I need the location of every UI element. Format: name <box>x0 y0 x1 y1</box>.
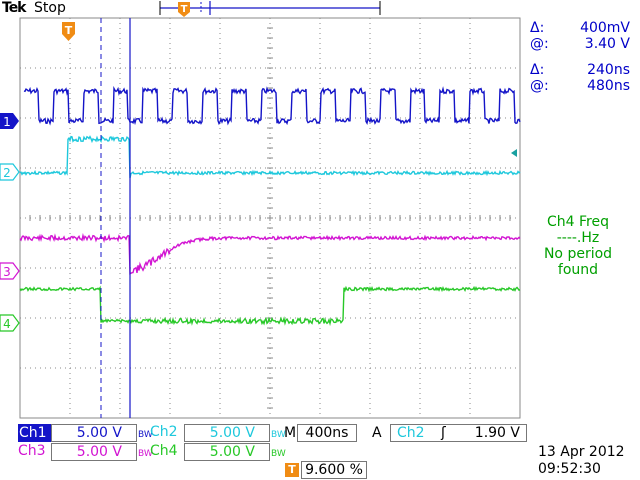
at-v-value: 3.40 V <box>584 36 630 52</box>
ch2-scale[interactable]: 5.00 V <box>184 424 270 442</box>
ch4-ground-marker: 4 <box>0 314 20 332</box>
at-v-symbol: @: <box>530 36 549 52</box>
ch2-label[interactable]: Ch2 <box>150 424 178 440</box>
ch1-waveform <box>23 85 521 126</box>
record-view-bar <box>159 1 381 15</box>
delta-t-symbol: Δ: <box>530 62 545 78</box>
svg-text:4: 4 <box>3 317 11 331</box>
timebase-label: M <box>284 425 297 441</box>
ch3-scale[interactable]: 5.00 V <box>51 443 137 461</box>
svg-text:2: 2 <box>3 166 11 180</box>
ch4-scale[interactable]: 5.00 V <box>184 443 270 461</box>
run-state: Stop <box>34 0 66 16</box>
delta-t-value: 240ns <box>587 62 630 78</box>
svg-text:T: T <box>65 24 73 37</box>
timebase-value[interactable]: 400ns <box>297 424 357 442</box>
svg-text:3: 3 <box>3 265 11 279</box>
trigger-slope-icon: ʃ <box>441 425 446 441</box>
svg-text:T: T <box>181 4 188 15</box>
measurement-title: Ch4 Freq <box>547 214 609 230</box>
trigger-position-marker-icon: T <box>285 463 299 477</box>
trigger-level: 1.90 V <box>474 425 520 441</box>
ch1-bw-badge: BW <box>138 430 153 440</box>
measurement-status-2: found <box>557 262 599 278</box>
ch1-ground-marker: 1 <box>0 113 19 129</box>
trigger-position-value[interactable]: 9.600 % <box>301 461 367 479</box>
ch1-scale[interactable]: 5.00 V <box>51 424 137 442</box>
svg-text:1: 1 <box>3 115 11 129</box>
delta-v-symbol: Δ: <box>530 20 545 36</box>
ch4-label[interactable]: Ch4 <box>150 443 178 459</box>
measurement-status-1: No period <box>543 246 613 262</box>
delta-v-value: 400mV <box>580 20 630 36</box>
ch3-label[interactable]: Ch3 <box>18 443 46 459</box>
measurement-value: ----.Hz <box>556 230 600 246</box>
ch3-bw-badge: BW <box>138 449 153 459</box>
trigger-position-top-icon: T <box>178 2 190 17</box>
trigger-level-icon <box>511 149 517 157</box>
ch4-bw-badge: BW <box>271 449 286 459</box>
trigger-readout[interactable]: Ch2 ʃ 1.90 V <box>390 424 527 442</box>
at-t-value: 480ns <box>587 78 630 94</box>
date: 13 Apr 2012 <box>538 444 625 460</box>
cursor-readout: Δ: 400mV @: 3.40 V Δ: 240ns @: 480ns <box>530 20 630 94</box>
trigger-position-icon: T <box>62 22 75 41</box>
ch1-label[interactable]: Ch1 <box>18 424 51 442</box>
ch3-ground-marker: 3 <box>0 262 20 280</box>
at-t-symbol: @: <box>530 78 549 94</box>
time: 09:52:30 <box>538 461 601 477</box>
ch2-waveform <box>19 135 521 179</box>
frequency-measurement: Ch4 Freq ----.Hz No period found <box>526 214 630 278</box>
trigger-source: Ch2 <box>397 425 425 441</box>
ch2-ground-marker: 2 <box>0 163 20 181</box>
brand-logo: Tek <box>2 0 26 16</box>
ch3-waveform <box>19 232 521 275</box>
trigger-mode: A <box>372 425 382 441</box>
graticule <box>19 17 521 419</box>
ch4-waveform <box>19 285 521 327</box>
ch2-bw-badge: BW <box>271 430 286 440</box>
